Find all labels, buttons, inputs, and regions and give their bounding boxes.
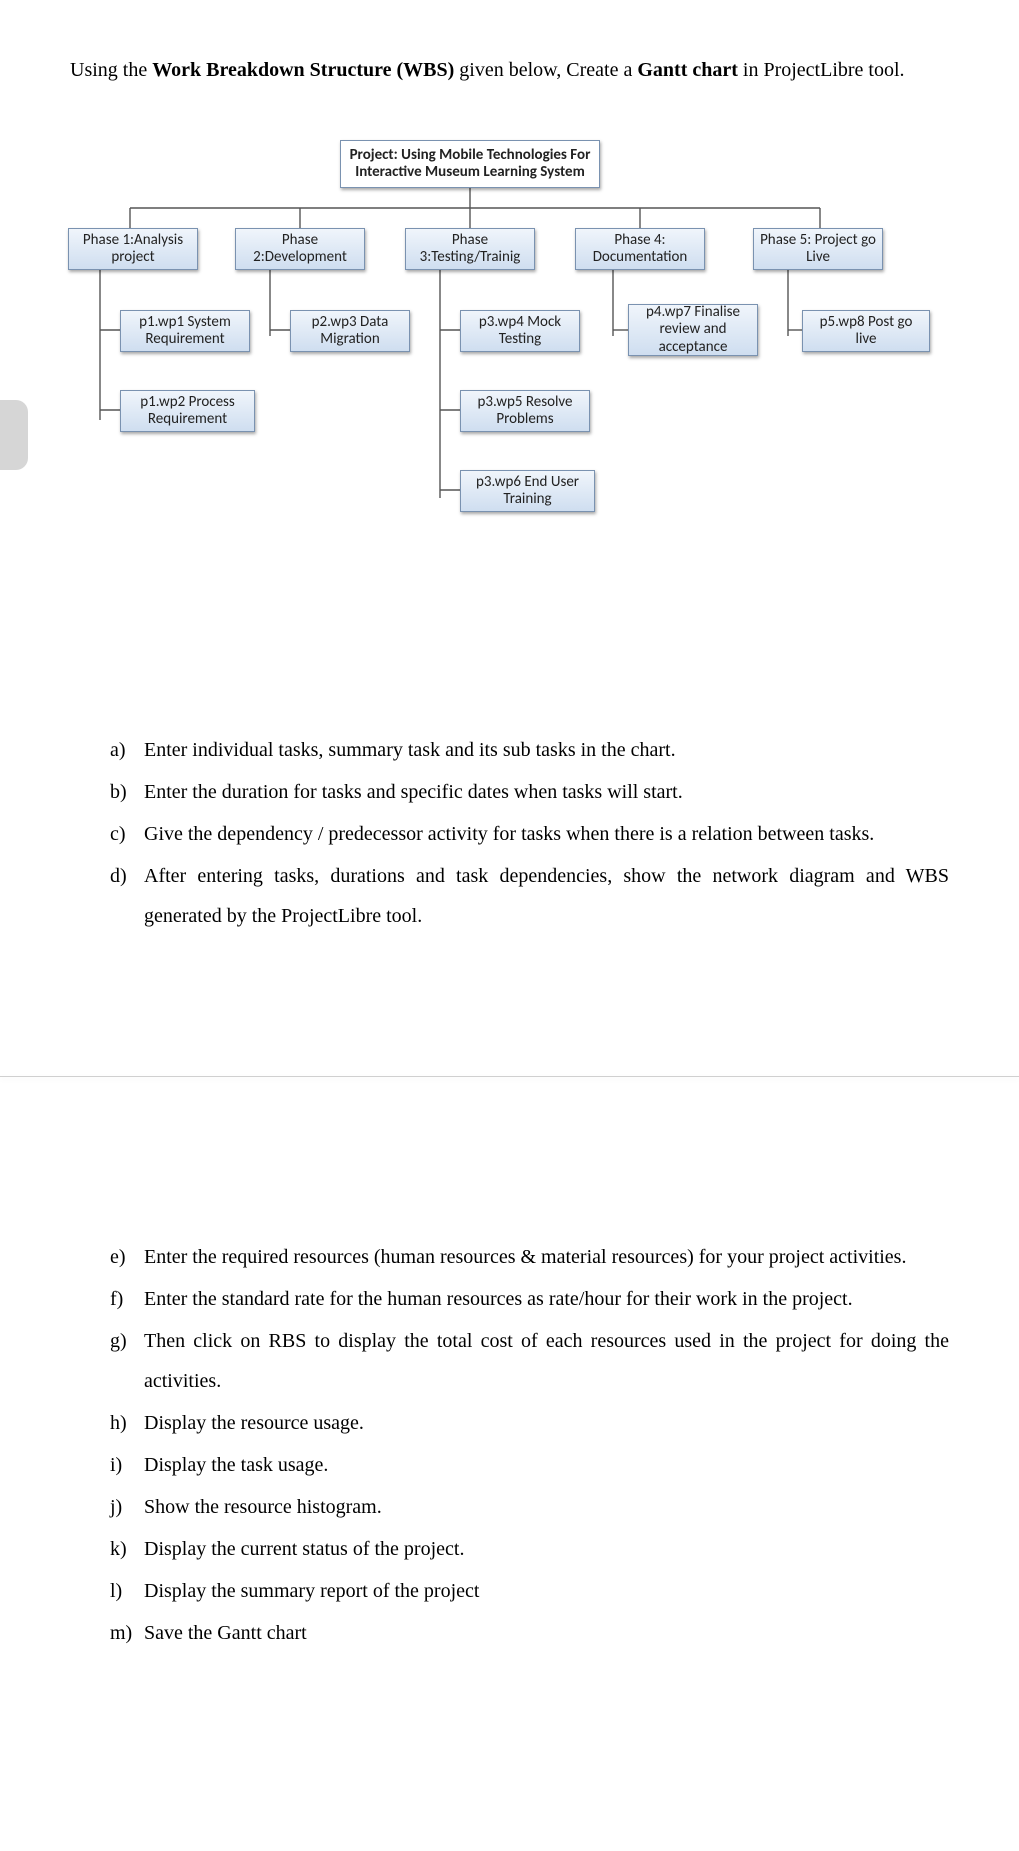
text-c: Give the dependency / predecessor activi…	[144, 814, 949, 854]
question-m: m)Save the Gantt chart	[110, 1613, 949, 1653]
text-k: Display the current status of the projec…	[144, 1529, 949, 1569]
text-l: Display the summary report of the projec…	[144, 1571, 949, 1611]
marker-c: c)	[110, 814, 144, 854]
wbs-phase-2: Phase 2:Development	[235, 228, 365, 270]
marker-b: b)	[110, 772, 144, 812]
text-e: Enter the required resources (human reso…	[144, 1237, 949, 1277]
wbs-phase-4: Phase 4: Documentation	[575, 228, 705, 270]
text-d: After entering tasks, durations and task…	[144, 856, 949, 936]
wbs-root: Project: Using Mobile Technologies For I…	[340, 140, 600, 188]
marker-e: e)	[110, 1237, 144, 1277]
text-h: Display the resource usage.	[144, 1403, 949, 1443]
intro-bold-2: Gantt chart	[637, 59, 738, 81]
question-h: h)Display the resource usage.	[110, 1403, 949, 1443]
intro-bold-1: Work Breakdown Structure (WBS)	[152, 59, 454, 81]
intro-post: in ProjectLibre tool.	[738, 59, 905, 81]
question-c: c)Give the dependency / predecessor acti…	[110, 814, 949, 854]
intro-paragraph: Using the Work Breakdown Structure (WBS)…	[70, 50, 949, 90]
wbs-wp1: p1.wp1 System Requirement	[120, 310, 250, 352]
marker-m: m)	[110, 1613, 144, 1653]
wbs-wp5: p3.wp5 Resolve Problems	[460, 390, 590, 432]
question-g: g)Then click on RBS to display the total…	[110, 1321, 949, 1401]
question-l: l)Display the summary report of the proj…	[110, 1571, 949, 1611]
page-break	[0, 1076, 1019, 1077]
marker-l: l)	[110, 1571, 144, 1611]
marker-j: j)	[110, 1487, 144, 1527]
diagram-connectors	[60, 140, 960, 610]
wbs-wp3: p2.wp3 Data Migration	[290, 310, 410, 352]
wbs-diagram: Project: Using Mobile Technologies For I…	[60, 140, 960, 610]
question-i: i)Display the task usage.	[110, 1445, 949, 1485]
text-i: Display the task usage.	[144, 1445, 949, 1485]
text-f: Enter the standard rate for the human re…	[144, 1279, 949, 1319]
marker-h: h)	[110, 1403, 144, 1443]
text-g: Then click on RBS to display the total c…	[144, 1321, 949, 1401]
text-b: Enter the duration for tasks and specifi…	[144, 772, 949, 812]
wbs-wp7: p4.wp7 Finalise review and acceptance	[628, 304, 758, 356]
marker-i: i)	[110, 1445, 144, 1485]
marker-g: g)	[110, 1321, 144, 1401]
text-j: Show the resource histogram.	[144, 1487, 949, 1527]
wbs-phase-3: Phase 3:Testing/Trainig	[405, 228, 535, 270]
question-b: b)Enter the duration for tasks and speci…	[110, 772, 949, 812]
intro-mid: given below, Create a	[454, 59, 637, 81]
question-k: k)Display the current status of the proj…	[110, 1529, 949, 1569]
question-f: f)Enter the standard rate for the human …	[110, 1279, 949, 1319]
marker-f: f)	[110, 1279, 144, 1319]
page: Using the Work Breakdown Structure (WBS)…	[0, 0, 1019, 1685]
wbs-phase-1: Phase 1:Analysis project	[68, 228, 198, 270]
intro-pre: Using the	[70, 59, 152, 81]
marker-k: k)	[110, 1529, 144, 1569]
wbs-wp2: p1.wp2 Process Requirement	[120, 390, 255, 432]
text-a: Enter individual tasks, summary task and…	[144, 730, 949, 770]
wbs-phase-5: Phase 5: Project go Live	[753, 228, 883, 270]
question-j: j)Show the resource histogram.	[110, 1487, 949, 1527]
wbs-wp6: p3.wp6 End User Training	[460, 470, 595, 512]
side-tab	[0, 400, 28, 470]
marker-d: d)	[110, 856, 144, 936]
marker-a: a)	[110, 730, 144, 770]
question-list-2: e)Enter the required resources (human re…	[110, 1237, 949, 1653]
wbs-wp8: p5.wp8 Post go live	[802, 310, 930, 352]
question-list-1: a)Enter individual tasks, summary task a…	[110, 730, 949, 936]
wbs-wp4: p3.wp4 Mock Testing	[460, 310, 580, 352]
question-e: e)Enter the required resources (human re…	[110, 1237, 949, 1277]
question-a: a)Enter individual tasks, summary task a…	[110, 730, 949, 770]
question-d: d)After entering tasks, durations and ta…	[110, 856, 949, 936]
text-m: Save the Gantt chart	[144, 1613, 949, 1653]
